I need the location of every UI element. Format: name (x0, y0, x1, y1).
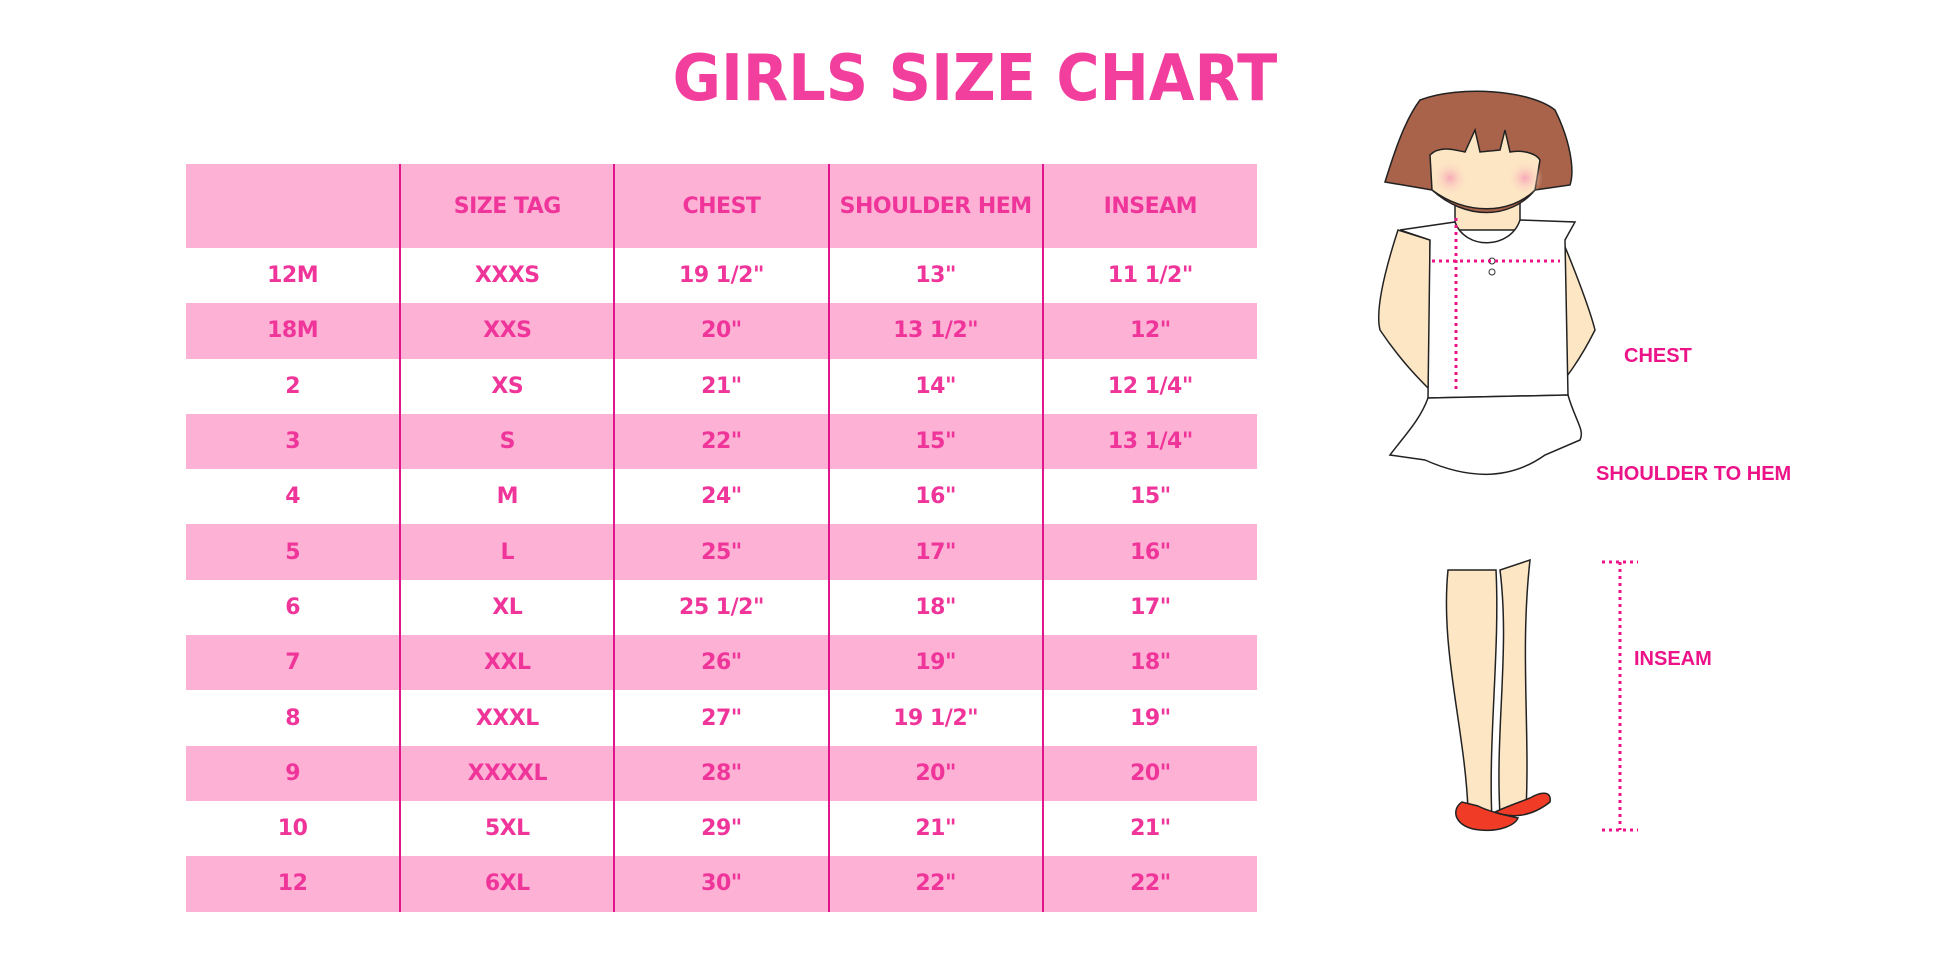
table-cell: 6XL (399, 856, 615, 912)
table-cell: 19 1/2" (613, 248, 829, 304)
table-cell: 8 (285, 705, 300, 731)
table-cell: 18" (1041, 635, 1257, 691)
table-cell: 12" (1041, 303, 1257, 359)
table-cell: 29" (613, 800, 829, 857)
table-row: 8 XXXL 27" 19 1/2" 19" (186, 690, 1257, 746)
header-cell: CHEST (613, 164, 829, 248)
chest-label: CHEST (1624, 345, 1692, 367)
page-title: GIRLS SIZE CHART (672, 42, 1278, 116)
table-cell: 26" (613, 635, 829, 691)
inseam-label: INSEAM (1634, 648, 1712, 670)
table-cell: 17" (1041, 579, 1257, 636)
table-cell: 5XL (399, 800, 615, 857)
table-cell: 13 1/4" (1041, 413, 1257, 470)
table-cell: 27" (613, 690, 829, 746)
table-cell: 15" (827, 413, 1043, 470)
table-cell: 7 (186, 635, 401, 691)
table-cell: 11 1/2" (1041, 248, 1257, 304)
table-cell: 17" (827, 524, 1043, 580)
header-cell: SHOULDER HEM (827, 164, 1043, 248)
table-cell: 21" (1041, 800, 1257, 857)
table-row: 18M XXS 20" 13 1/2" 12" (186, 303, 1257, 359)
table-cell: 4 (285, 484, 300, 510)
table-cell: 9 (186, 745, 401, 801)
table-cell: 24" (613, 469, 829, 525)
table-cell: 22" (1041, 856, 1257, 912)
table-row: 12 6XL 30" 22" 22" (186, 856, 1257, 912)
table-cell: 18M (186, 303, 401, 359)
table-cell: XXXXL (399, 745, 615, 801)
table-cell: 28" (613, 745, 829, 801)
header-cell: INSEAM (1041, 164, 1257, 248)
table-cell: 6 (285, 594, 300, 620)
table-cell: 16" (1041, 524, 1257, 580)
shoulder-to-hem-label: SHOULDER TO HEM (1596, 463, 1792, 485)
header-cell: SIZE TAG (399, 164, 615, 248)
table-cell: 18" (827, 579, 1043, 636)
table-cell: XXL (399, 635, 615, 691)
table-row: 4 M 24" 16" 15" (186, 469, 1257, 525)
table-cell: 25" (613, 524, 829, 580)
table-cell: 21" (613, 358, 829, 414)
size-table: SIZE TAG CHEST SHOULDER HEM INSEAM 12M XX… (186, 164, 1257, 912)
table-cell: M (399, 469, 615, 525)
table-cell: 25 1/2" (613, 579, 829, 636)
table-row: 5 L 25" 17" 16" (186, 524, 1257, 580)
table-cell: 20" (1041, 745, 1257, 801)
table-row: 2 XS 21" 14" 12 1/4" (186, 358, 1257, 414)
table-cell: XXXS (399, 248, 615, 304)
table-cell: 12 1/4" (1041, 358, 1257, 414)
table-cell: 5 (186, 524, 401, 580)
table-cell: 10 (277, 816, 308, 842)
table-cell: L (399, 524, 615, 580)
table-cell: 20" (613, 303, 829, 359)
table-cell: 21" (827, 800, 1043, 857)
table-cell: 3 (186, 413, 401, 470)
table-cell: 16" (827, 469, 1043, 525)
table-cell: XS (399, 358, 615, 414)
table-cell: 14" (827, 358, 1043, 414)
table-cell: 13 1/2" (827, 303, 1043, 359)
table-row: 12M XXXS 19 1/2" 13" 11 1/2" (186, 248, 1257, 304)
table-cell: 13" (827, 248, 1043, 304)
table-cell: 12M (267, 263, 319, 289)
table-cell: 19 1/2" (827, 690, 1043, 746)
table-cell: S (399, 413, 615, 470)
table-row: 6 XL 25 1/2" 18" 17" (186, 579, 1257, 636)
table-cell: 19" (1041, 690, 1257, 746)
table-cell: 22" (827, 856, 1043, 912)
table-cell: XXS (399, 303, 615, 359)
header-cell (186, 164, 401, 248)
table-row: 3 S 22" 15" 13 1/4" (186, 413, 1257, 470)
child-illustration (1370, 90, 1670, 904)
table-cell: XL (399, 579, 615, 636)
table-cell: 15" (1041, 469, 1257, 525)
table-row: 7 XXL 26" 19" 18" (186, 635, 1257, 691)
table-cell: 20" (827, 745, 1043, 801)
table-cell: 12 (186, 856, 401, 912)
table-cell: 2 (285, 373, 300, 399)
table-row: 10 5XL 29" 21" 21" (186, 800, 1257, 857)
table-row: 9 XXXXL 28" 20" 20" (186, 745, 1257, 801)
table-cell: 19" (827, 635, 1043, 691)
table-header-row: SIZE TAG CHEST SHOULDER HEM INSEAM (186, 164, 1257, 248)
table-cell: XXXL (399, 690, 615, 746)
table-cell: 22" (613, 413, 829, 470)
table-cell: 30" (613, 856, 829, 912)
